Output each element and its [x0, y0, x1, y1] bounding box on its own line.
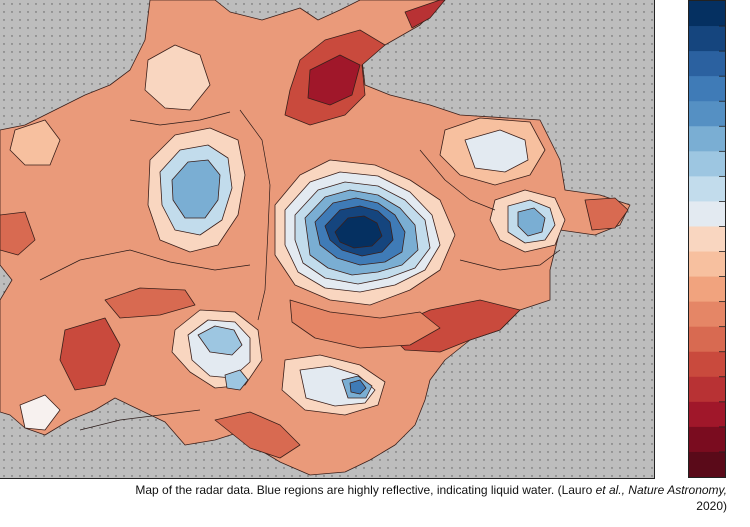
center-core [334, 215, 383, 249]
colorbar-level [689, 126, 725, 152]
colorbar-level [689, 51, 725, 77]
nw-light-patch [144, 44, 211, 111]
east-red-patch [584, 197, 629, 231]
contour-line [239, 109, 271, 321]
radar-map [0, 0, 655, 479]
ne-red-strip [404, 0, 446, 29]
mid-red-band [104, 287, 196, 319]
south-white-patch [19, 394, 61, 431]
colorbar-level [689, 401, 725, 428]
colorbar-level [689, 101, 725, 127]
sw-core [197, 325, 243, 356]
colorbar-svg [689, 1, 725, 477]
contour-lines [39, 109, 561, 431]
caption-text: Map of the radar data. Blue regions are … [135, 483, 596, 497]
contour-line [129, 111, 231, 126]
colorbar-level [689, 151, 725, 177]
south-red-band [214, 411, 301, 459]
contour-line [419, 149, 496, 211]
colorbar-level [689, 276, 725, 303]
contour-line [459, 249, 561, 271]
sw-small-core [224, 369, 249, 391]
contour-line [39, 249, 251, 281]
center-south-band [289, 299, 441, 349]
colorbar-level [689, 301, 725, 328]
west-core [171, 159, 221, 219]
caption-year: 2020) [696, 499, 727, 513]
colorbar-level [689, 251, 725, 278]
colorbar-level [689, 226, 725, 253]
east-core [517, 207, 546, 237]
colorbar-level [689, 326, 725, 353]
colorbar-level [689, 426, 725, 453]
colorbar-level [689, 201, 725, 227]
caption-citation: et al., Nature Astronomy, [595, 483, 727, 497]
south-inner-core [349, 379, 367, 395]
radar-map-svg [0, 0, 654, 478]
sw-red-patch [59, 317, 121, 391]
radar-coverage [0, 0, 631, 476]
ne-lobe-light [464, 129, 529, 173]
colorbar-level [689, 376, 725, 403]
nw-peach-patch [9, 119, 61, 166]
colorbar-level [689, 451, 725, 477]
colorbar-level [689, 351, 725, 378]
colorbar-level [689, 76, 725, 102]
north-dark-red [307, 54, 361, 106]
colorbar-level [689, 1, 725, 27]
contour-line [79, 409, 201, 431]
colorbar-level [689, 26, 725, 52]
colorbar-level [689, 176, 725, 202]
figure-caption: Map of the radar data. Blue regions are … [0, 482, 727, 514]
colorbar [688, 0, 726, 478]
west-red-patch [0, 211, 36, 256]
